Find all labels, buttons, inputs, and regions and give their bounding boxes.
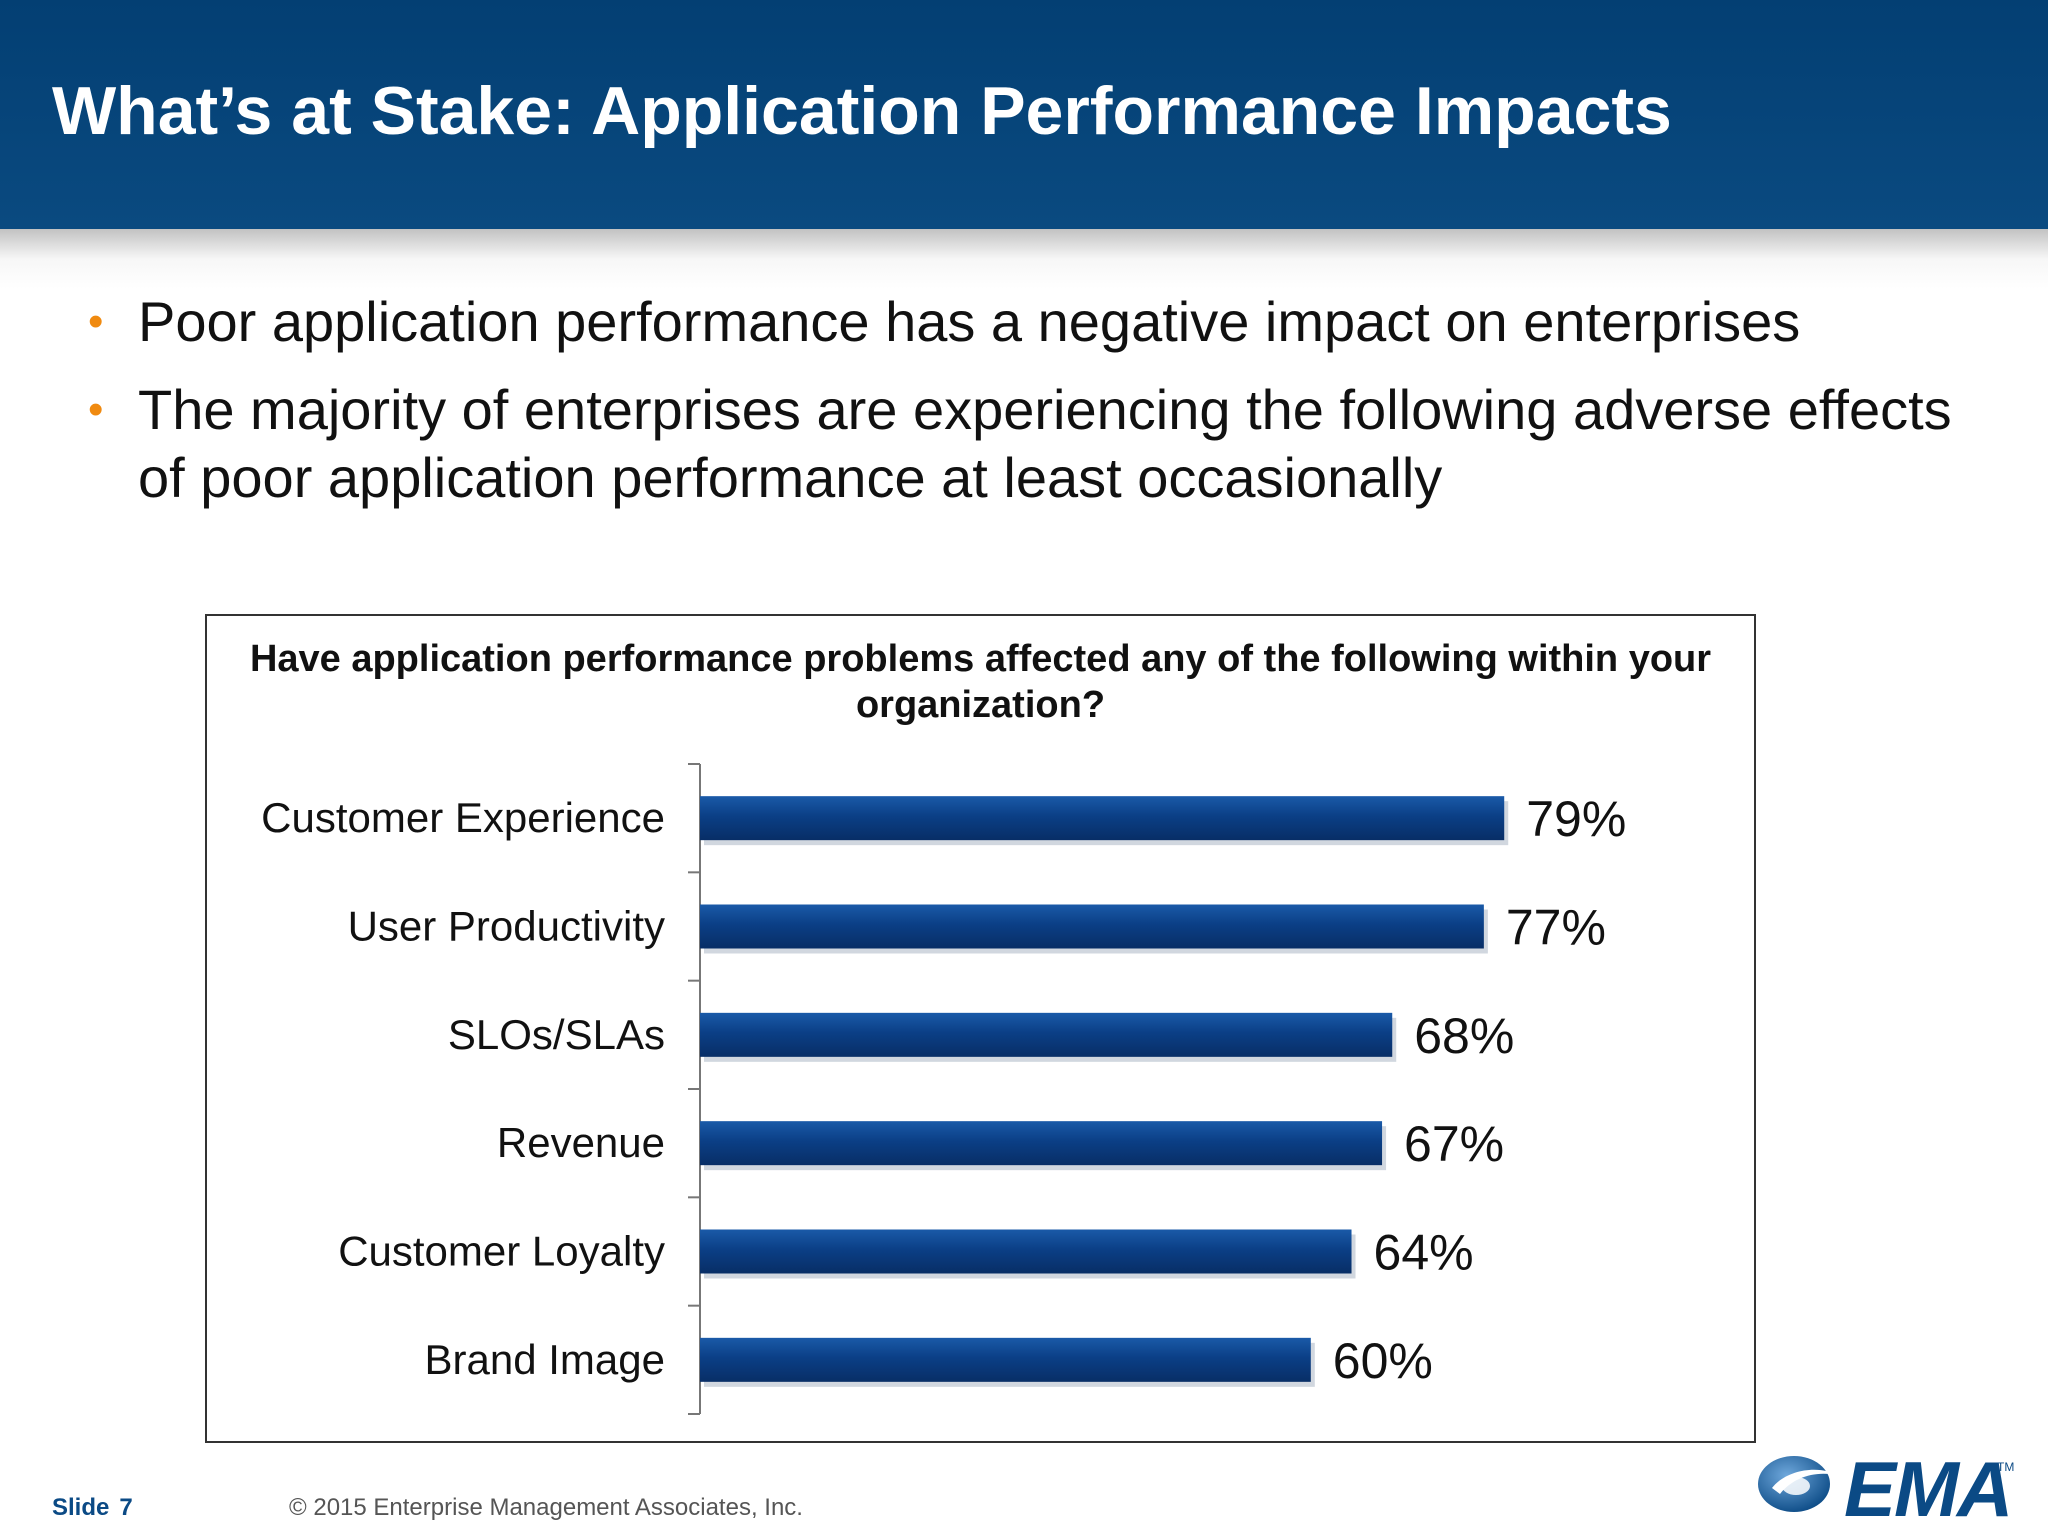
data-label: 79% bbox=[1526, 791, 1626, 847]
chart-title: Have application performance problems af… bbox=[249, 638, 1712, 726]
category-label: Customer Loyalty bbox=[338, 1228, 665, 1275]
category-label: Customer Experience bbox=[261, 794, 665, 841]
slide-number-value: 7 bbox=[119, 1494, 133, 1521]
bullet-icon: • bbox=[88, 297, 104, 346]
bullet-list: • Poor application performance has a neg… bbox=[82, 288, 1982, 532]
logo-swoosh-icon bbox=[1758, 1456, 1840, 1512]
bar bbox=[700, 796, 1505, 841]
category-label: Revenue bbox=[497, 1119, 665, 1166]
category-label: User Productivity bbox=[348, 903, 665, 950]
bar bbox=[700, 1229, 1352, 1274]
title-bar-shadow bbox=[0, 229, 2048, 289]
bullet-text: Poor application performance has a negat… bbox=[138, 290, 1801, 353]
bar bbox=[700, 1121, 1383, 1166]
copyright-text: © 2015 Enterprise Management Associates,… bbox=[289, 1494, 803, 1521]
category-label: Brand Image bbox=[425, 1336, 665, 1383]
data-label: 64% bbox=[1374, 1225, 1474, 1281]
data-label: 67% bbox=[1404, 1116, 1504, 1172]
slide-title: What’s at Stake: Application Performance… bbox=[52, 73, 1672, 149]
bullet-item: • Poor application performance has a neg… bbox=[82, 288, 1982, 356]
category-label: SLOs/SLAs bbox=[448, 1011, 665, 1058]
data-label: 68% bbox=[1414, 1008, 1514, 1064]
bullet-icon: • bbox=[88, 385, 104, 434]
data-label: 77% bbox=[1506, 900, 1606, 956]
slide-number: Slide 7 bbox=[52, 1494, 133, 1522]
bar-chart: Customer Experience 79% User Productivity 7… bbox=[261, 763, 1626, 1415]
slide-label: Slide bbox=[52, 1494, 110, 1521]
logo-trademark: TM bbox=[1997, 1460, 2015, 1474]
bar bbox=[700, 904, 1484, 949]
bullet-item: • The majority of enterprises are experi… bbox=[82, 376, 1982, 512]
title-bar bbox=[0, 0, 2048, 229]
bar bbox=[700, 1012, 1393, 1057]
data-label: 60% bbox=[1333, 1333, 1433, 1389]
logo-text: EMA bbox=[1844, 1445, 2013, 1533]
ema-logo: EMA TM bbox=[1752, 1440, 2015, 1533]
bar bbox=[700, 1337, 1311, 1382]
bullet-text: The majority of enterprises are experien… bbox=[138, 378, 1952, 509]
